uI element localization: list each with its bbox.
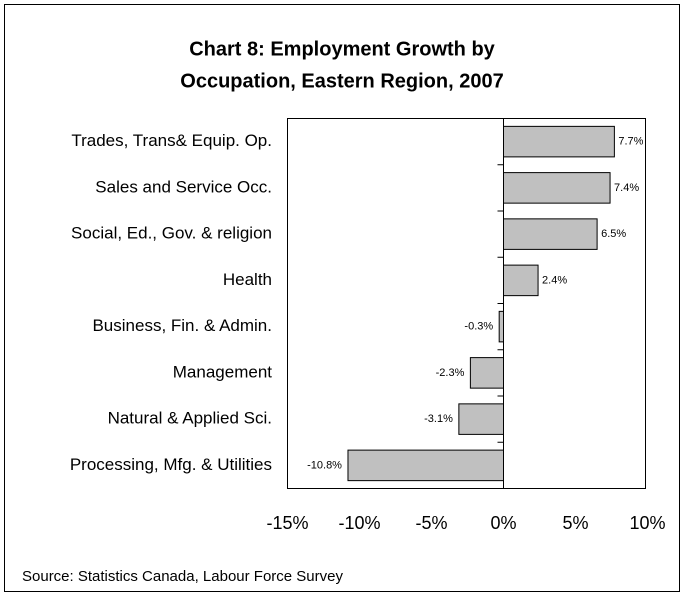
value-label: 7.7%	[618, 136, 643, 148]
y-tick-label: Trades, Trans& Equip. Op.	[71, 131, 272, 150]
x-tick-label: -5%	[415, 513, 447, 533]
bar	[458, 403, 504, 435]
y-tick-label: Management	[173, 362, 273, 381]
chart-border	[4, 4, 680, 592]
bar	[347, 449, 505, 482]
bar	[498, 310, 504, 343]
bar	[503, 218, 598, 250]
value-label: -3.1%	[424, 413, 453, 425]
x-tick-label: 5%	[562, 513, 588, 533]
value-label: -10.8%	[307, 459, 342, 471]
x-tick-label: -15%	[266, 513, 308, 533]
bar	[469, 357, 505, 389]
x-tick-label: -10%	[338, 513, 380, 533]
x-tick-label: 0%	[490, 513, 516, 533]
y-tick-label: Social, Ed., Gov. & religion	[71, 224, 272, 243]
y-tick-label: Sales and Service Occ.	[95, 177, 272, 196]
value-label: 7.4%	[614, 182, 639, 194]
value-label: 2.4%	[542, 274, 567, 286]
source: Source: Statistics Canada, Labour Force …	[22, 568, 343, 585]
chart-title: Occupation, Eastern Region, 2007	[180, 70, 503, 92]
y-tick-label: Business, Fin. & Admin.	[92, 316, 272, 335]
bar	[503, 264, 539, 297]
y-tick-label: Health	[223, 270, 272, 289]
y-tick-label: Natural & Applied Sci.	[108, 409, 272, 428]
value-label: -2.3%	[436, 367, 465, 379]
chart-title: Chart 8: Employment Growth by	[189, 38, 495, 60]
value-label: 6.5%	[601, 228, 626, 240]
bar	[503, 125, 615, 158]
x-tick-label: 10%	[629, 513, 665, 533]
y-tick-label: Processing, Mfg. & Utilities	[70, 455, 272, 474]
plot-area	[287, 118, 646, 489]
bar	[503, 172, 611, 204]
value-label: -0.3%	[464, 321, 493, 333]
